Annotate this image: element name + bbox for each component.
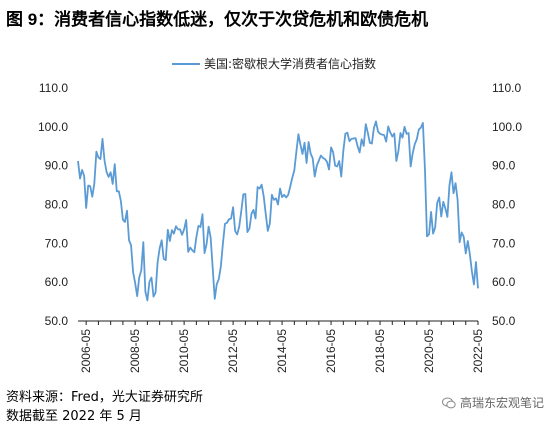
y-tick-label-left: 70.0 (45, 236, 69, 250)
watermark-text: 高瑞东宏观笔记 (459, 396, 544, 410)
x-tick-label: 2006-05 (79, 329, 93, 373)
y-tick-label-right: 90.0 (492, 159, 516, 173)
series-line-consumer-sentiment (77, 120, 479, 302)
x-tick-label: 2016-05 (324, 329, 338, 373)
source-note: 资料来源：Fred，光大证券研究所 (6, 390, 203, 405)
y-axis-right: 50.0 60.0 70.0 80.0 90.0 100.0 110.0 (492, 81, 522, 328)
y-tick-label-right: 80.0 (492, 198, 516, 212)
figure-title: 图 9：消费者信心指数低迷，仅次于次贷危机和欧债危机 (6, 10, 429, 29)
x-tick-label: 2014-05 (275, 329, 289, 373)
x-tick-label: 2018-05 (373, 329, 387, 373)
x-tick-label: 2010-05 (177, 329, 191, 373)
y-tick-label-left: 50.0 (45, 314, 69, 328)
x-tick-label: 2020-05 (422, 329, 436, 373)
y-tick-label-right: 110.0 (492, 81, 521, 95)
x-tick-label: 2012-05 (226, 329, 240, 373)
x-tick-label: 2022-05 (471, 329, 485, 373)
chart-legend: 美国:密歇根大学消费者信心指数 (172, 56, 376, 71)
y-tick-label-left: 100.0 (38, 120, 68, 134)
y-tick-label-left: 90.0 (45, 159, 69, 173)
y-tick-label-right: 50.0 (492, 314, 516, 328)
y-tick-label-left: 80.0 (45, 198, 69, 212)
legend-label: 美国:密歇根大学消费者信心指数 (204, 56, 376, 71)
x-axis-labels: 2006-05 2008-05 2010-05 2012-05 2014-05 2016-… (79, 329, 485, 373)
y-axis-left: 50.0 60.0 70.0 80.0 90.0 100.0 110.0 (38, 81, 68, 328)
x-axis-ticks (85, 321, 479, 325)
y-tick-label-left: 110.0 (39, 81, 68, 95)
y-tick-label-right: 70.0 (492, 236, 516, 250)
y-tick-label-right: 100.0 (492, 120, 522, 134)
y-tick-label-left: 60.0 (45, 275, 69, 289)
watermark: 高瑞东宏观笔记 (441, 394, 544, 411)
y-tick-label-right: 60.0 (492, 275, 516, 289)
x-tick-label: 2008-05 (128, 329, 142, 373)
wechat-icon (441, 397, 456, 408)
date-note: 数据截至 2022 年 5 月 (6, 409, 142, 424)
